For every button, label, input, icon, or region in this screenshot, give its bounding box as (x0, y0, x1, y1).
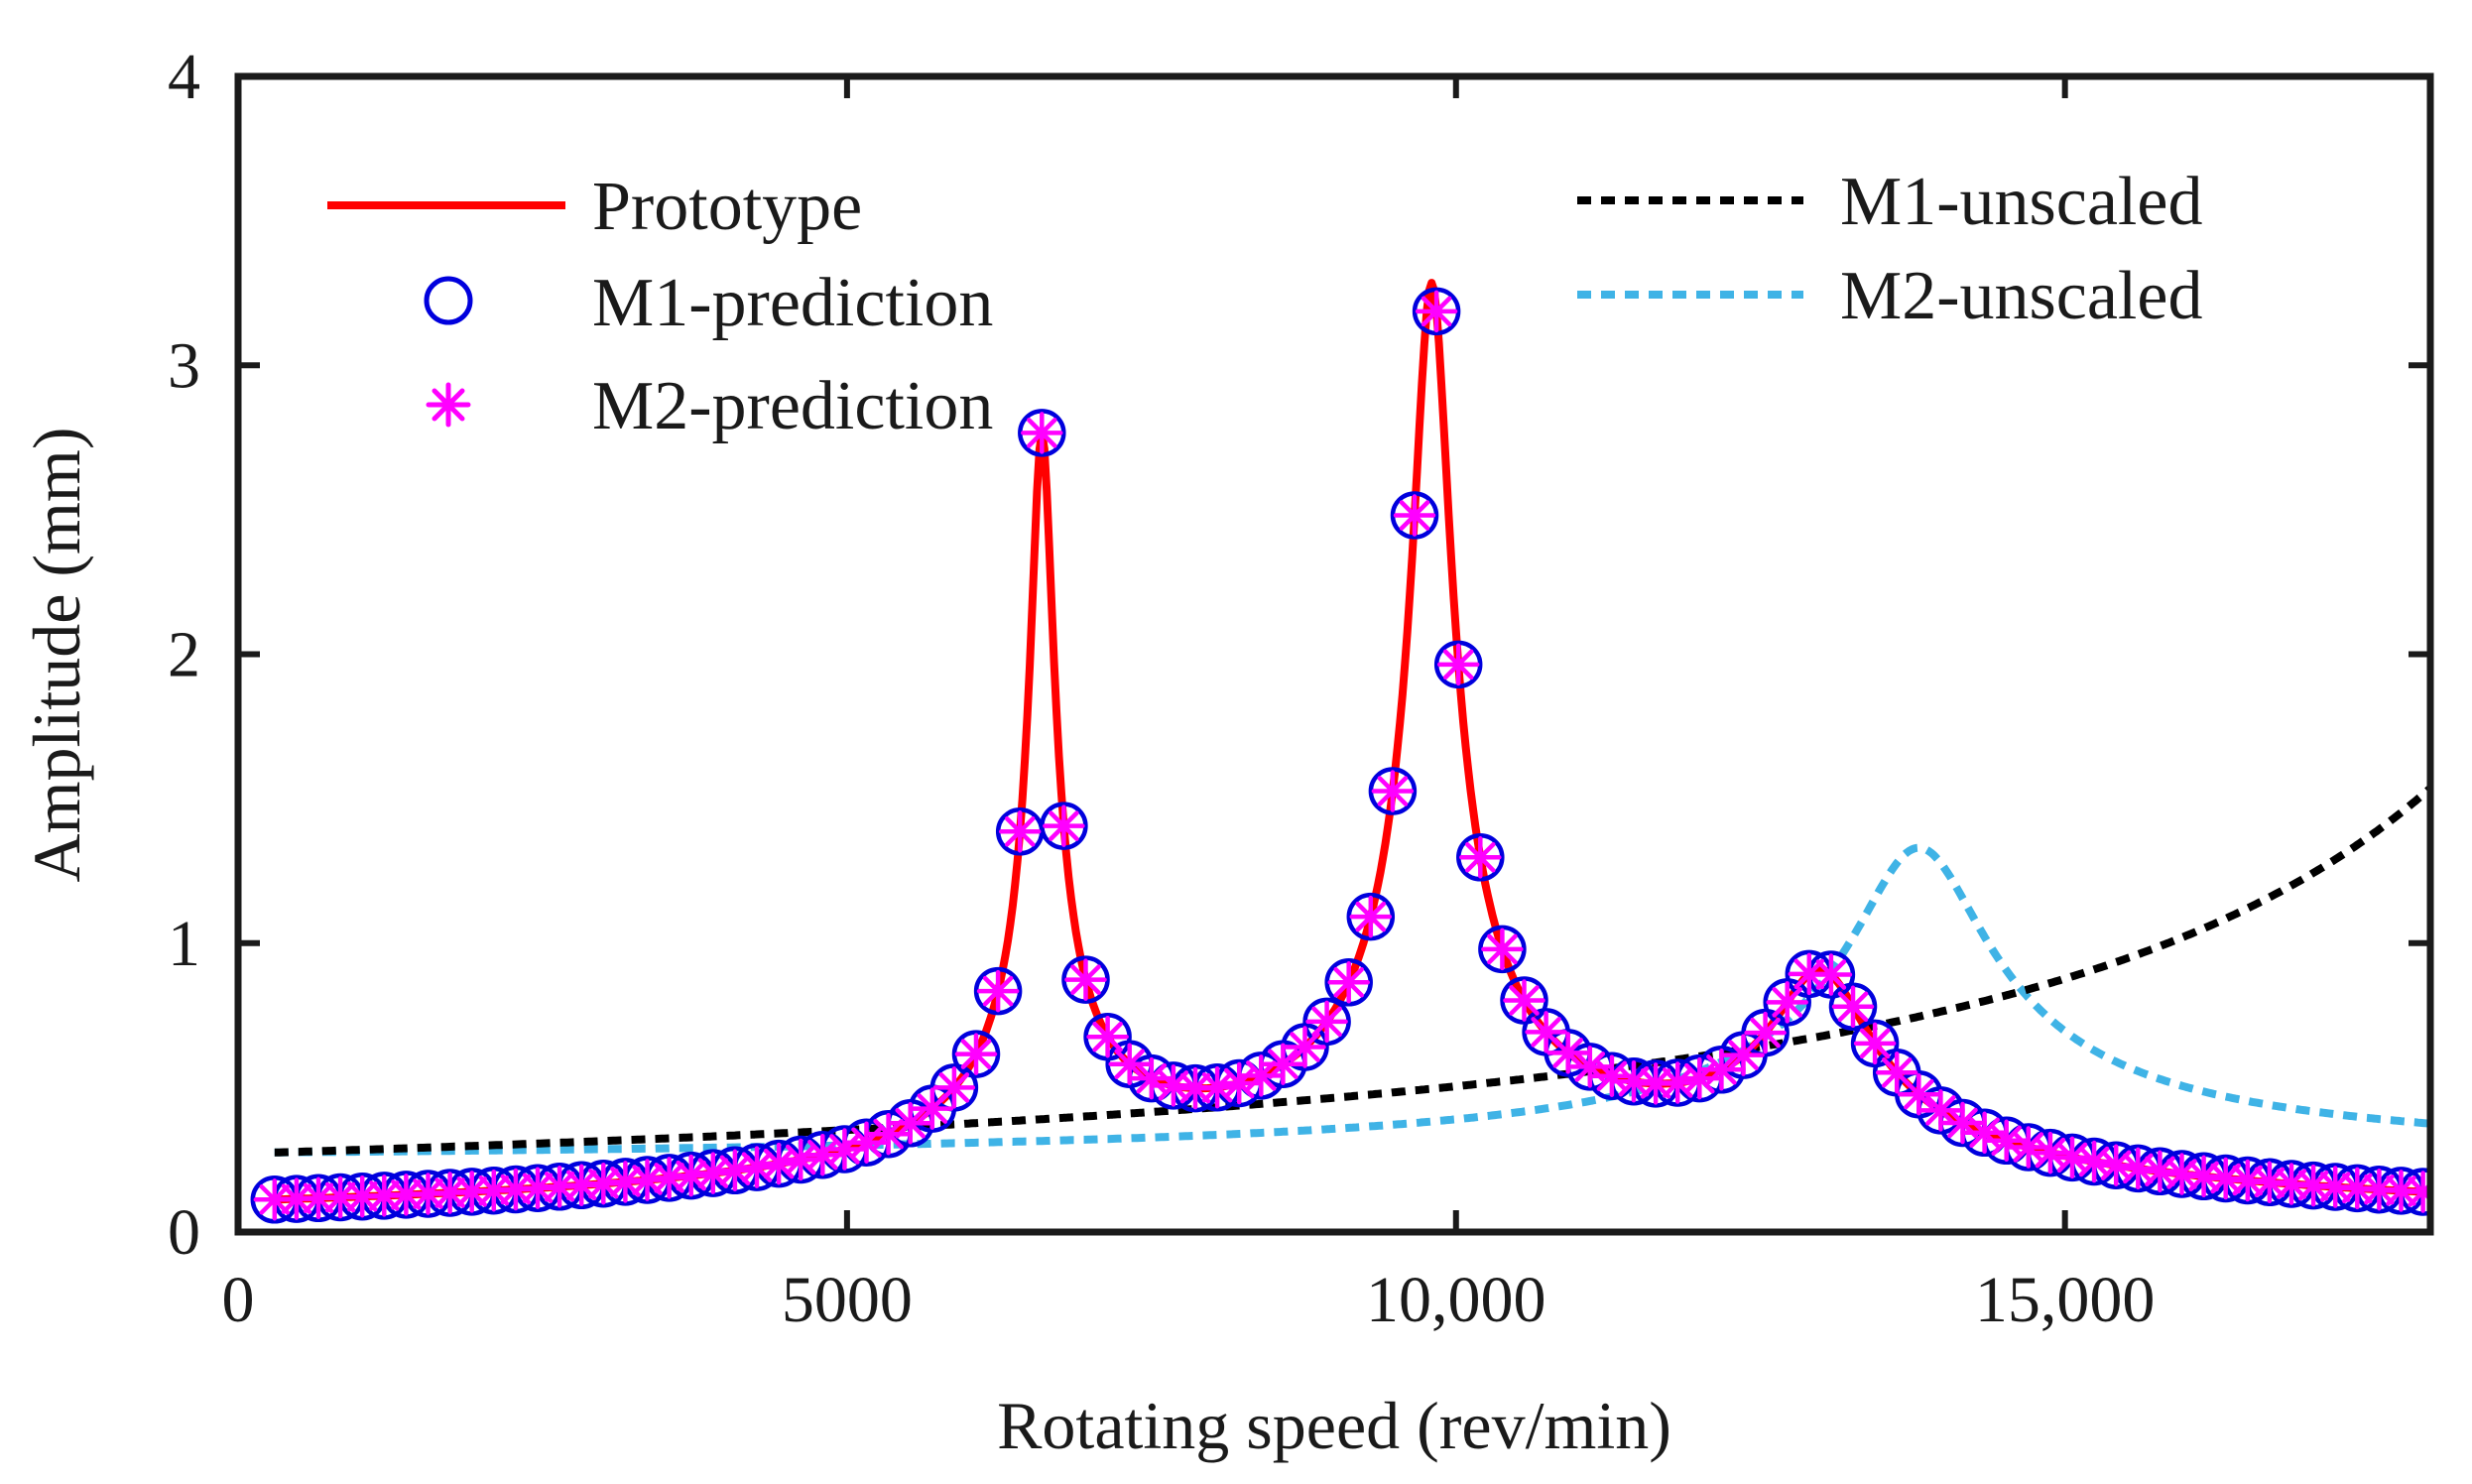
m2-prediction-point (889, 1102, 931, 1145)
legend-m1-prediction-label: M1-prediction (592, 265, 993, 341)
legend-m2-unscaled-label: M2-unscaled (1840, 258, 2202, 334)
m2-prediction-point (2050, 1136, 2094, 1179)
x-tick-label: 0 (222, 1264, 255, 1336)
m2-prediction-point (1371, 770, 1415, 812)
m1-prediction-point (1040, 802, 1088, 850)
m2-prediction-point (1086, 1015, 1129, 1058)
m1-prediction-point (1390, 491, 1439, 540)
m2-prediction-point (1284, 1026, 1326, 1068)
m1-prediction-point (1828, 982, 1878, 1032)
m2-prediction-point (1436, 643, 1480, 686)
m1-prediction-point (1302, 997, 1351, 1047)
m2-prediction-point (1262, 1043, 1304, 1085)
y-tick-label: 2 (168, 619, 200, 691)
m2-prediction-point (998, 810, 1042, 853)
m1-prediction-point (1061, 955, 1110, 1004)
legend-m1-circle-sample (424, 276, 473, 325)
m2-prediction-point (1766, 981, 1808, 1024)
m2-prediction-point (1043, 804, 1085, 847)
m2-prediction-point (1393, 494, 1436, 537)
m2-prediction-point (1108, 1043, 1151, 1085)
legend-m2-prediction-label: M2-prediction (592, 368, 993, 444)
m2-prediction-point (845, 1121, 888, 1164)
m2-prediction-point (2182, 1155, 2225, 1198)
m2-prediction-point (494, 1168, 538, 1211)
m2-prediction-point (932, 1066, 976, 1109)
m2-unscaled-line (273, 843, 2430, 1157)
axis-ticks: 0 5000 10,000 15,000 0 1 2 3 4 (168, 41, 2430, 1336)
m1-prediction-point (1018, 409, 1066, 457)
legend-right: M1-unscaled M2-unscaled (1577, 164, 2202, 334)
x-tick-label: 5000 (782, 1264, 913, 1336)
m1-prediction-point (1346, 892, 1396, 941)
legend-left: Prototype M1-prediction M2-prediction (327, 169, 993, 444)
m2-prediction-point (648, 1157, 690, 1199)
m2-prediction-point (1590, 1054, 1634, 1097)
m1-prediction-point (1324, 958, 1373, 1007)
x-tick-label: 10,000 (1366, 1264, 1546, 1336)
m2-prediction-point (1021, 412, 1063, 454)
m2-prediction-point (1788, 952, 1831, 996)
m2-prediction-point (976, 969, 1020, 1013)
x-axis-label: Rotating speed (rev/min) (997, 1388, 1671, 1463)
m2-prediction-point (1700, 1049, 1743, 1091)
m2-prediction-point (1809, 953, 1853, 996)
legend-prototype-label: Prototype (592, 169, 862, 245)
m2-prediction-point (2358, 1168, 2401, 1211)
plot-area (250, 279, 2430, 1224)
m1-prediction-point (973, 966, 1023, 1016)
m2-prediction-point (1898, 1072, 1940, 1116)
y-tick-label: 3 (168, 329, 200, 402)
series-layer (250, 279, 2430, 1224)
m2-prediction-point (1634, 1062, 1677, 1105)
m2-prediction-point (1305, 1000, 1348, 1044)
m2-prediction-point (1240, 1054, 1283, 1097)
m1-prediction-point (1412, 287, 1461, 336)
y-tick-label: 4 (168, 41, 200, 113)
legend-m1-unscaled-label: M1-unscaled (1840, 164, 2202, 240)
m2-prediction-point (1503, 979, 1545, 1022)
m2-prediction-point (1831, 985, 1875, 1029)
m2-prediction-point (954, 1033, 998, 1075)
m1-prediction-point (1368, 767, 1418, 815)
m2-prediction-point (1459, 836, 1502, 879)
m1-unscaled-line (273, 785, 2430, 1157)
m2-prediction-point (1722, 1034, 1765, 1076)
m1-prediction-point (1456, 833, 1505, 882)
legend-m2-asterisk-sample (426, 382, 471, 428)
m2-prediction-point (1744, 1011, 1787, 1054)
m2-prediction-point (1349, 895, 1393, 938)
m1-prediction-point (1478, 925, 1527, 974)
m2-prediction-point (2402, 1171, 2430, 1213)
m2-prediction-point (1853, 1022, 1897, 1065)
m2-prediction-point (1327, 961, 1370, 1004)
y-tick-label: 0 (168, 1196, 200, 1269)
m2-prediction-point (2139, 1150, 2181, 1193)
m2-prediction-point (691, 1152, 735, 1194)
m2-prediction-point (318, 1175, 362, 1219)
m1-prediction-point (951, 1030, 1001, 1078)
m2-prediction-point (1481, 928, 1524, 971)
m2-prediction-point (1546, 1032, 1589, 1074)
m2-prediction-point (1415, 290, 1458, 333)
y-tick-label: 1 (168, 908, 200, 980)
x-tick-label: 15,000 (1975, 1264, 2156, 1336)
y-axis-label: Amplitude (mm) (19, 428, 94, 883)
m2-prediction-point (1064, 958, 1107, 1001)
m1-prediction-point (1433, 640, 1483, 689)
